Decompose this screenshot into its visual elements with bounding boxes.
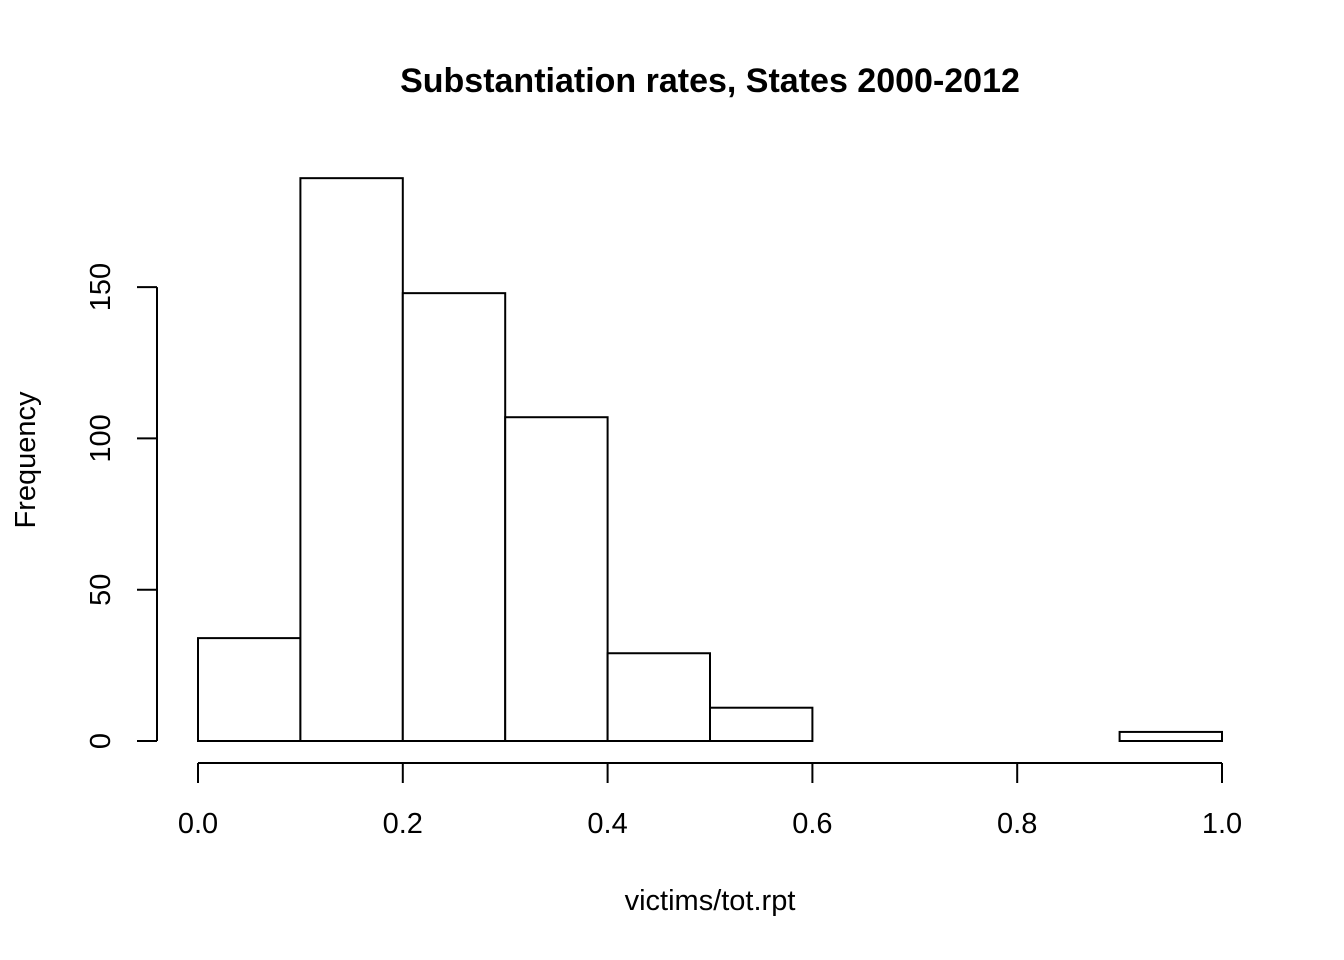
x-axis: 0.0 0.2 0.4 0.6 0.8 1.0 — [178, 762, 1242, 840]
x-axis-label: victims/tot.rpt — [625, 885, 796, 917]
histogram-bar — [1118, 730, 1223, 742]
histogram-bar — [606, 652, 711, 742]
y-axis-label: Frequency — [10, 391, 42, 529]
x-tick-label: 0.8 — [997, 808, 1037, 840]
x-tick-label: 0.0 — [178, 808, 218, 840]
chart-title: Substantiation rates, States 2000-2012 — [400, 62, 1020, 100]
histogram-bar — [299, 177, 404, 742]
x-tick-label: 1.0 — [1202, 808, 1242, 840]
histogram-bar — [709, 706, 814, 742]
histogram-bar — [197, 637, 302, 743]
y-tick-label: 100 — [85, 414, 117, 462]
y-axis: 0 50 100 150 — [85, 263, 158, 749]
bars-group — [197, 177, 1223, 743]
x-tick-label: 0.2 — [383, 808, 423, 840]
x-tick-label: 0.4 — [587, 808, 627, 840]
y-tick-label: 150 — [85, 263, 117, 311]
x-tick-label: 0.6 — [792, 808, 832, 840]
histogram-bar — [504, 416, 609, 742]
histogram-bar — [401, 292, 507, 742]
y-tick-label: 0 — [85, 733, 117, 749]
y-tick-label: 50 — [85, 574, 117, 606]
